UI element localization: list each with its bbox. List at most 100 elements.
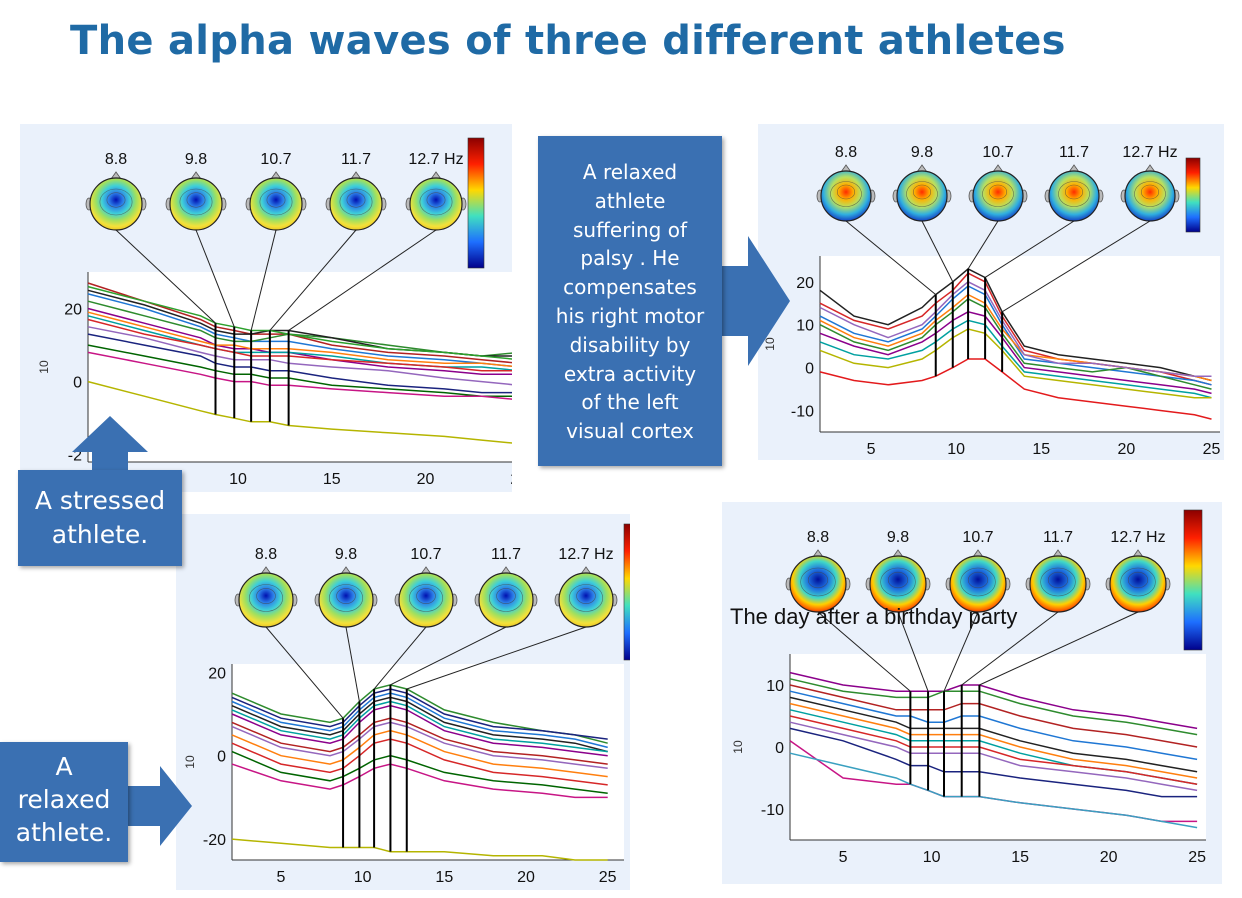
y-tick-label: 20 xyxy=(208,665,226,682)
colorbar xyxy=(1185,157,1201,233)
freq-label-4: 11.7 xyxy=(1059,144,1089,161)
connector-line-1 xyxy=(265,626,344,719)
freq-label-3: 10.7 xyxy=(962,529,993,546)
connector-line-3 xyxy=(967,220,999,270)
y-tick-label: 20 xyxy=(64,302,82,319)
scalp-map-1 xyxy=(85,171,147,231)
callout-palsy-line-5: compensates xyxy=(563,275,697,300)
colorbar xyxy=(467,137,485,269)
scalp-map-3 xyxy=(945,549,1011,613)
freq-label-5: 12.7 Hz xyxy=(408,151,463,168)
freq-label-3: 10.7 xyxy=(410,546,441,563)
y-tick-label: 0 xyxy=(775,740,784,757)
scalp-map-2 xyxy=(165,171,227,231)
connector-line-2 xyxy=(345,626,360,702)
scalp-map-3 xyxy=(968,164,1028,222)
connector-line-4 xyxy=(390,626,507,686)
freq-label-5: 12.7 Hz xyxy=(1122,144,1177,161)
connector-line-3 xyxy=(250,229,277,331)
x-tick-label: 5 xyxy=(839,849,848,866)
connector-line-1 xyxy=(817,611,911,692)
callout-palsy-line-8: extra activity xyxy=(563,361,697,386)
callout-stressed-line-1: A stressed xyxy=(34,486,166,515)
connector-line-3 xyxy=(943,611,979,692)
scalp-map-2 xyxy=(314,566,378,628)
connector-line-5 xyxy=(288,229,437,331)
x-tick-label: 15 xyxy=(323,471,341,488)
freq-label-4: 11.7 xyxy=(341,151,371,168)
scalp-map-4 xyxy=(1025,549,1091,613)
connector-line-5 xyxy=(979,611,1139,686)
series-line-2 xyxy=(819,285,1212,386)
callout-palsy-line-10: visual cortex xyxy=(566,419,694,444)
y-tick-label: -10 xyxy=(791,404,814,421)
callout-palsy-line-6: his right motor xyxy=(555,303,705,328)
panel-relaxed: 8.8 9.8 10.7 11.7 12.7 Hz 5 10 15 20 25 20 0 -20 10 xyxy=(176,514,630,890)
series-line-8 xyxy=(819,328,1212,399)
freq-label-1: 8.8 xyxy=(835,144,857,161)
x-tick-label: 5 xyxy=(277,869,286,886)
x-tick-label: 5 xyxy=(867,441,876,458)
scalp-map-5 xyxy=(1105,549,1171,613)
freq-label-5: 12.7 Hz xyxy=(558,546,613,563)
freq-label-1: 8.8 xyxy=(105,151,127,168)
y-tick-label: 10 xyxy=(796,318,814,335)
x-tick-label: 20 xyxy=(517,869,535,886)
x-tick-label: 25 xyxy=(599,869,617,886)
callout-relaxed-line-2: relaxed xyxy=(17,785,111,814)
birthday-annotation: The day after a birthday party xyxy=(730,604,1018,629)
scalp-map-4 xyxy=(474,566,538,628)
series-line-4 xyxy=(819,268,1212,382)
freq-label-4: 11.7 xyxy=(1043,529,1073,546)
scalp-map-4 xyxy=(1044,164,1104,222)
callout-palsy-line-3: suffering of xyxy=(573,217,687,242)
x-tick-label: 20 xyxy=(417,471,435,488)
freq-label-2: 9.8 xyxy=(185,151,207,168)
scalp-map-1 xyxy=(816,164,876,222)
slide-title: The alpha waves of three different athle… xyxy=(70,18,1066,64)
freq-label-3: 10.7 xyxy=(982,144,1013,161)
y-axis-label: 10 xyxy=(731,740,745,754)
connector-line-5 xyxy=(1001,220,1151,313)
x-tick-label: 25 xyxy=(1203,441,1221,458)
scalp-map-5 xyxy=(554,566,618,628)
freq-label-2: 9.8 xyxy=(887,529,909,546)
chart-birthday: 8.8 9.8 10.7 11.7 12.7 Hz 5 10 15 20 25 10 0 -10 10 xyxy=(731,509,1206,866)
colorbar xyxy=(1183,509,1203,651)
panel-palsy: 8.8 9.8 10.7 11.7 12.7 Hz 5 10 15 20 25 20 10 0 -10 10 xyxy=(758,124,1224,460)
scalp-map-5 xyxy=(405,171,467,231)
series-line-13 xyxy=(231,838,608,861)
connector-line-5 xyxy=(406,626,587,690)
callout-palsy-line-2: athlete xyxy=(594,188,666,213)
y-tick-label: -10 xyxy=(761,802,784,819)
freq-label-1: 8.8 xyxy=(255,546,277,563)
callout-stressed-line-2: athlete. xyxy=(51,520,149,549)
x-tick-label: 15 xyxy=(435,869,453,886)
scalp-map-5 xyxy=(1120,164,1180,222)
freq-label-2: 9.8 xyxy=(911,144,933,161)
callout-relaxed-line-1: A xyxy=(55,752,73,781)
callout-palsy-line-9: of the left xyxy=(581,390,679,415)
freq-label-3: 10.7 xyxy=(260,151,291,168)
x-tick-label: 10 xyxy=(923,849,941,866)
x-tick-label: 20 xyxy=(1117,441,1135,458)
y-axis-label: 10 xyxy=(763,337,777,351)
scalp-map-4 xyxy=(325,171,387,231)
x-tick-label: 15 xyxy=(1011,849,1029,866)
connector-line-4 xyxy=(269,229,357,331)
connector-line-1 xyxy=(845,220,937,296)
callout-palsy-line-1: A relaxed xyxy=(582,160,678,184)
scalp-map-2 xyxy=(892,164,952,222)
y-tick-label: -20 xyxy=(203,832,226,849)
panel-birthday: 8.8 9.8 10.7 11.7 12.7 Hz 5 10 15 20 25 10 0 -10 10 xyxy=(722,502,1222,884)
connector-line-2 xyxy=(921,220,954,282)
x-tick-label: 25 xyxy=(510,471,512,488)
palsy-arrow xyxy=(722,236,790,366)
colorbar xyxy=(623,523,630,661)
scalp-map-1 xyxy=(234,566,298,628)
x-tick-label: 15 xyxy=(1032,441,1050,458)
callout-palsy-line-7: disability by xyxy=(569,332,691,357)
callout-stressed: A stressed athlete. xyxy=(18,470,182,566)
y-axis-label: 10 xyxy=(37,360,51,374)
callout-palsy: A relaxed athlete suffering of palsy . H… xyxy=(538,136,722,466)
